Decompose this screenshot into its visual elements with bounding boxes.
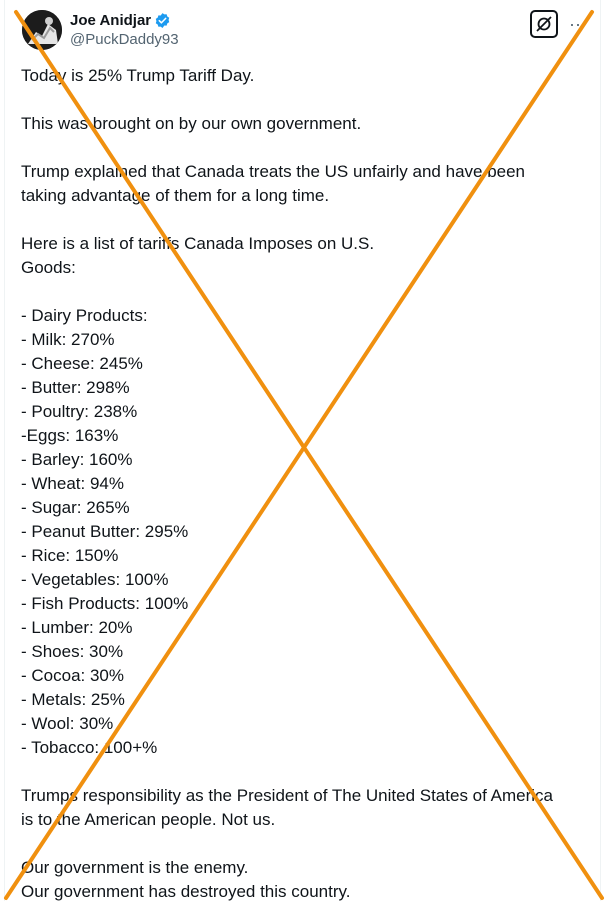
post-line: is to the American people. Not us. xyxy=(21,810,276,829)
post-line: - Fish Products: 100% xyxy=(21,594,189,613)
post-line xyxy=(21,832,591,856)
post-line: -Eggs: 163% xyxy=(21,426,119,445)
post-line: - Wheat: 94% xyxy=(21,474,124,493)
post-line: Trump explained that Canada treats the U… xyxy=(21,162,526,181)
post-line: Trumps responsibility as the President o… xyxy=(21,786,553,805)
post-line: - Rice: 150% xyxy=(21,546,119,565)
post-line: - Milk: 270% xyxy=(21,330,115,349)
grok-button[interactable] xyxy=(530,10,558,38)
post-line xyxy=(21,760,591,784)
grok-icon xyxy=(536,16,552,32)
post-line: - Poultry: 238% xyxy=(21,402,138,421)
display-name[interactable]: Joe Anidjar xyxy=(70,11,152,29)
post-line: - Cocoa: 30% xyxy=(21,666,124,685)
post-line: - Sugar: 265% xyxy=(21,498,130,517)
post-line: taking advantage of them for a long time… xyxy=(21,186,330,205)
post-line: - Butter: 298% xyxy=(21,378,130,397)
avatar-image xyxy=(22,10,62,50)
post-line: Goods: xyxy=(21,258,76,277)
post-line: Today is 25% Trump Tariff Day. xyxy=(21,66,255,85)
post-line: Our government is the enemy. xyxy=(21,858,249,877)
user-handle[interactable]: @PuckDaddy93 xyxy=(70,31,179,48)
post-line: Our government has destroyed this countr… xyxy=(21,882,351,901)
post-line: Here is a list of tariffs Canada Imposes… xyxy=(21,234,375,253)
post-line: - Wool: 30% xyxy=(21,714,114,733)
post-line xyxy=(21,280,591,304)
post-line: - Peanut Butter: 295% xyxy=(21,522,189,541)
verified-badge-icon xyxy=(154,12,171,29)
name-row: Joe Anidjar xyxy=(70,10,171,30)
post-line xyxy=(21,208,591,232)
post-line: - Barley: 160% xyxy=(21,450,133,469)
post-line: - Vegetables: 100% xyxy=(21,570,169,589)
post-header: Joe Anidjar @PuckDaddy93 ··· xyxy=(0,0,605,60)
avatar[interactable] xyxy=(22,10,62,50)
more-options-icon: ··· xyxy=(569,14,587,34)
post-line: - Cheese: 245% xyxy=(21,354,143,373)
post-line: - Lumber: 20% xyxy=(21,618,133,637)
post-line xyxy=(21,136,591,160)
post-line xyxy=(21,88,591,112)
post-line: - Metals: 25% xyxy=(21,690,125,709)
post-line: - Tobacco: 100+% xyxy=(21,738,158,757)
post-line: This was brought on by our own governmen… xyxy=(21,114,362,133)
more-options-button[interactable]: ··· xyxy=(566,12,590,36)
post-text: Today is 25% Trump Tariff Day. This was b… xyxy=(21,64,591,904)
post-line: - Shoes: 30% xyxy=(21,642,124,661)
post-line: - Dairy Products: xyxy=(21,306,148,325)
